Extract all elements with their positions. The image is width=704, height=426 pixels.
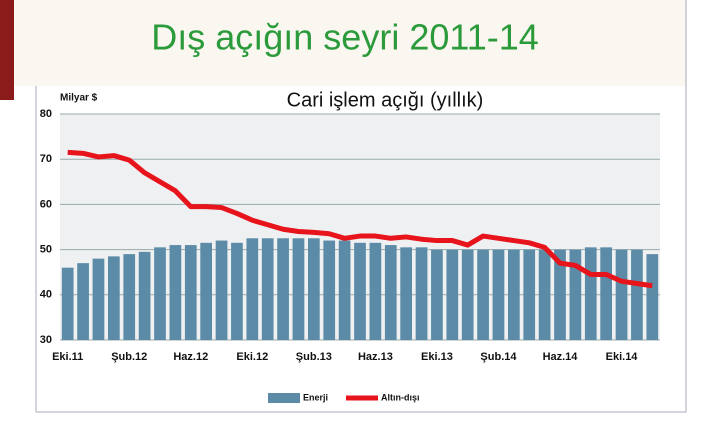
- chart-title: Dış açığın seyri 2011-14: [151, 17, 539, 58]
- bar: [384, 245, 397, 340]
- bar: [169, 245, 182, 340]
- bar: [138, 251, 151, 340]
- x-tick-label: Haz.13: [358, 351, 393, 363]
- y-tick-label: 40: [40, 289, 52, 301]
- bar: [538, 249, 551, 340]
- bar: [508, 249, 520, 340]
- bar: [369, 242, 382, 340]
- bar: [415, 247, 428, 340]
- bar: [631, 249, 643, 340]
- y-tick-label: 80: [40, 108, 52, 120]
- bar: [446, 249, 459, 340]
- accent-bar: [0, 0, 14, 100]
- bar: [184, 245, 197, 340]
- legend-label: Altın-dışı: [381, 392, 420, 402]
- x-tick-label: Şub.12: [111, 351, 147, 363]
- bar: [215, 240, 228, 340]
- bar: [231, 242, 243, 340]
- bar: [400, 247, 412, 340]
- bar: [92, 258, 105, 340]
- bar: [338, 240, 351, 340]
- y-tick-label: 30: [40, 334, 52, 346]
- bar: [569, 249, 582, 340]
- line: [67, 149, 653, 289]
- bar: [292, 238, 305, 340]
- bar: [123, 254, 136, 340]
- x-tick-label: Eki.13: [421, 351, 453, 363]
- y-tick-label: 60: [40, 198, 52, 210]
- y-tick-label: 50: [40, 244, 52, 256]
- bar: [246, 238, 259, 340]
- bar: [154, 247, 166, 340]
- bar: [200, 242, 212, 340]
- bar: [61, 267, 74, 340]
- bar: [600, 247, 612, 340]
- bar: [323, 240, 336, 340]
- legend-label: Enerji: [303, 392, 328, 402]
- bar: [477, 249, 489, 340]
- x-tick-label: Haz.14: [543, 351, 579, 363]
- bar: [354, 242, 366, 340]
- x-tick-label: Eki.14: [606, 351, 639, 363]
- x-tick-label: Şub.13: [296, 351, 332, 363]
- bar: [431, 249, 443, 340]
- bar: [492, 249, 505, 340]
- bar: [615, 249, 628, 340]
- bar: [108, 256, 120, 340]
- x-tick-label: Şub.14: [480, 351, 517, 363]
- bar: [554, 249, 566, 340]
- bar: [584, 247, 597, 340]
- chart-subtitle: Cari işlem açığı (yıllık): [287, 89, 484, 111]
- bar: [277, 238, 289, 340]
- x-tick-label: Haz.12: [173, 351, 208, 363]
- bar: [461, 249, 474, 340]
- y-tick-label: 70: [40, 153, 52, 165]
- bar: [646, 254, 659, 340]
- y-axis-label: Milyar $: [60, 93, 98, 104]
- bar: [308, 238, 320, 340]
- bar: [77, 263, 89, 340]
- title-band: [14, 0, 686, 86]
- bar: [523, 249, 536, 340]
- x-tick-label: Eki.12: [236, 351, 268, 363]
- bar: [261, 238, 274, 340]
- legend-swatch: [268, 393, 300, 403]
- x-tick-label: Eki.11: [52, 351, 83, 363]
